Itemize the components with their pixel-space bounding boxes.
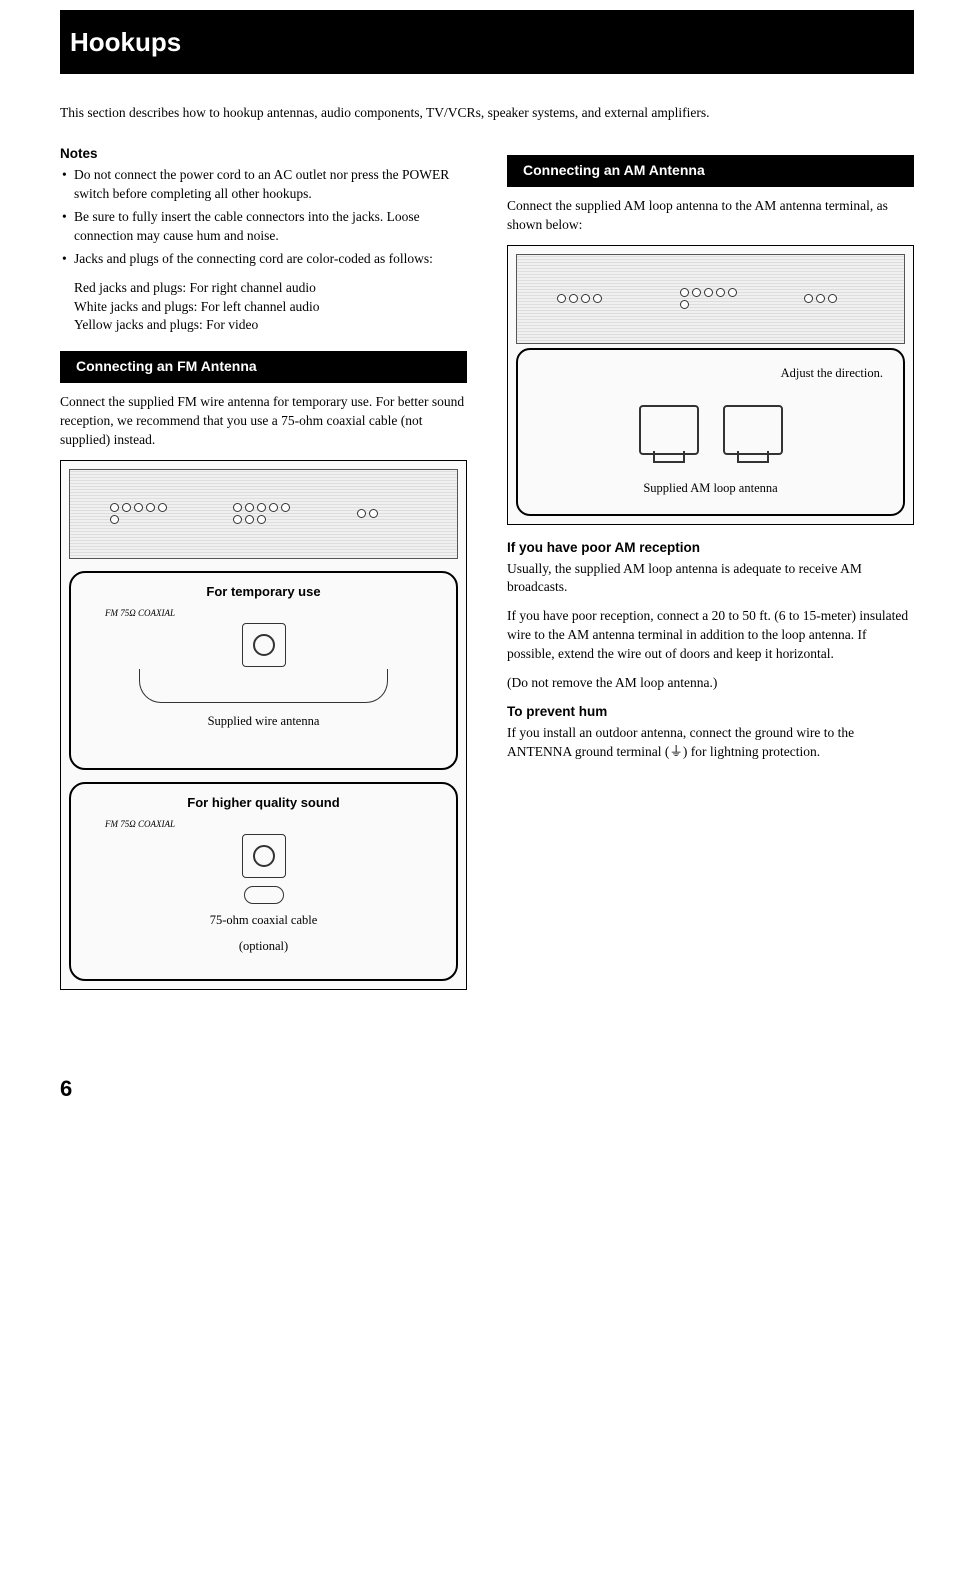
note-item: Jacks and plugs of the connecting cord a…	[60, 250, 467, 269]
am-callout: Adjust the direction. Supplied AM loop a…	[516, 348, 905, 516]
fm-terminal-label: FM 75Ω COAXIAL	[105, 607, 175, 620]
receiver-rear-panel	[69, 469, 458, 559]
color-line: White jacks and plugs: For left channel …	[74, 298, 467, 317]
fm-callout2-caption2: (optional)	[239, 938, 288, 956]
am-hum-body: If you install an outdoor antenna, conne…	[507, 724, 914, 762]
right-column: Connecting an AM Antenna Connect the sup…	[507, 139, 914, 1003]
fm-terminal-icon	[242, 834, 286, 878]
fm-terminal-label: FM 75Ω COAXIAL	[105, 818, 175, 831]
fm-temporary-callout: For temporary use FM 75Ω COAXIAL Supplie…	[69, 571, 458, 770]
am-caption: Supplied AM loop antenna	[643, 480, 777, 498]
am-poor-p1: Usually, the supplied AM loop antenna is…	[507, 560, 914, 598]
am-section-heading: Connecting an AM Antenna	[507, 155, 914, 187]
wire-antenna-icon	[139, 669, 389, 703]
color-code-lines: Red jacks and plugs: For right channel a…	[60, 279, 467, 336]
fm-quality-callout: For higher quality sound FM 75Ω COAXIAL …	[69, 782, 458, 981]
am-poor-p3: (Do not remove the AM loop antenna.)	[507, 674, 914, 693]
fm-callout2-title: For higher quality sound	[187, 794, 339, 812]
receiver-rear-panel	[516, 254, 905, 344]
intro-text: This section describes how to hookup ant…	[60, 104, 914, 123]
fm-callout1-title: For temporary use	[206, 583, 320, 601]
page-number: 6	[60, 1074, 914, 1105]
page-title-bar: Hookups	[60, 10, 914, 74]
am-figure: Adjust the direction. Supplied AM loop a…	[507, 245, 914, 525]
fm-body-text: Connect the supplied FM wire antenna for…	[60, 393, 467, 450]
note-item: Do not connect the power cord to an AC o…	[60, 166, 467, 204]
fm-callout1-caption: Supplied wire antenna	[208, 713, 320, 731]
am-body-text: Connect the supplied AM loop antenna to …	[507, 197, 914, 235]
notes-list: Do not connect the power cord to an AC o…	[60, 166, 467, 268]
am-poor-p2: If you have poor reception, connect a 20…	[507, 607, 914, 664]
am-poor-heading: If you have poor AM reception	[507, 539, 914, 558]
fm-callout2-caption1: 75-ohm coaxial cable	[210, 912, 318, 930]
coax-cable-icon	[244, 886, 284, 904]
color-line: Red jacks and plugs: For right channel a…	[74, 279, 467, 298]
note-item: Be sure to fully insert the cable connec…	[60, 208, 467, 246]
fm-figure: For temporary use FM 75Ω COAXIAL Supplie…	[60, 460, 467, 990]
fm-section-heading: Connecting an FM Antenna	[60, 351, 467, 383]
fm-terminal-icon	[242, 623, 286, 667]
am-loop-icon	[723, 405, 783, 455]
am-hum-heading: To prevent hum	[507, 703, 914, 722]
am-loop-icon	[639, 405, 699, 455]
left-column: Notes Do not connect the power cord to a…	[60, 139, 467, 1003]
notes-heading: Notes	[60, 145, 467, 164]
am-adjust-label: Adjust the direction.	[781, 365, 883, 383]
color-line: Yellow jacks and plugs: For video	[74, 316, 467, 335]
